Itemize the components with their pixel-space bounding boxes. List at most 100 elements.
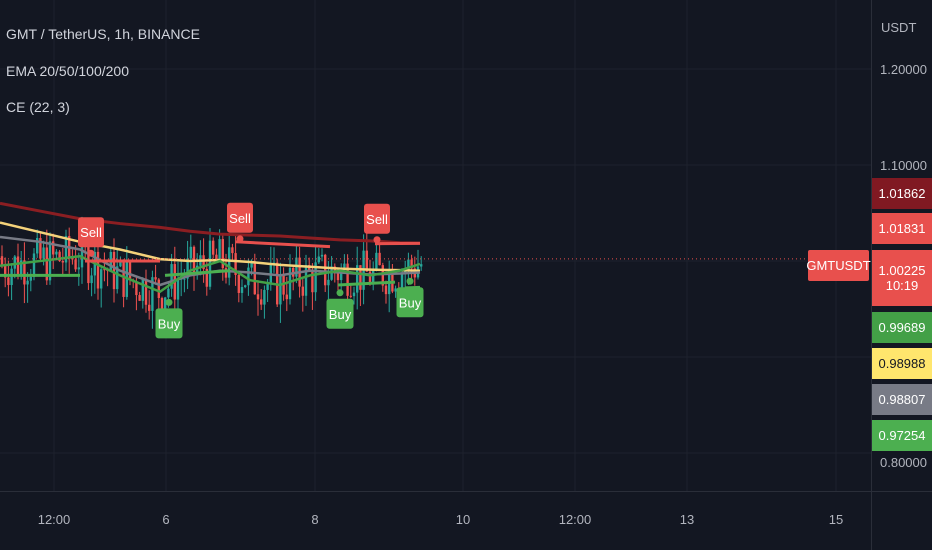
candle-body (36, 238, 39, 254)
ema-legend[interactable]: EMA 20/50/100/200 (6, 63, 129, 79)
candle-body (116, 266, 119, 290)
candle-body (29, 277, 32, 281)
candle-body (0, 256, 4, 267)
candle-body (250, 261, 253, 268)
candle-body (244, 285, 247, 288)
candle-body (400, 274, 404, 290)
time-tick: 15 (828, 512, 844, 527)
candle-body (183, 278, 186, 280)
candle-body (125, 262, 128, 297)
candle-body (4, 266, 7, 278)
candle-body (122, 259, 125, 297)
candle-body (317, 256, 320, 263)
candle-body (231, 247, 234, 254)
candle-body (128, 262, 132, 280)
ema-line (0, 254, 421, 294)
candle-body (410, 259, 413, 269)
time-tick: 8 (311, 512, 319, 527)
candle-body (288, 267, 292, 300)
candle-body (247, 267, 250, 286)
price-unit-label: USDT (881, 20, 917, 35)
candle-body (378, 252, 381, 266)
buy-signal-badge (396, 287, 424, 318)
candle-body (311, 270, 314, 293)
candle-body (327, 279, 330, 286)
candle-body (100, 269, 103, 289)
buy-signal-dot (406, 277, 414, 285)
buy-signal-badge (155, 308, 183, 339)
candle-body (407, 259, 410, 271)
sell-signal-dot (236, 235, 244, 243)
price-tick: 0.80000 (880, 455, 927, 470)
sell-signal-badge (364, 203, 390, 234)
chandelier-exit-line (235, 240, 331, 249)
candle-body (144, 278, 148, 305)
chandelier-exit-line (337, 280, 396, 287)
candle-body (394, 288, 397, 292)
candle-body (141, 278, 144, 301)
candle-body (333, 266, 336, 274)
candle-body (256, 294, 260, 300)
candle-body (218, 239, 221, 261)
sell-signal-label: Sell (366, 212, 388, 227)
ce-legend[interactable]: CE (22, 3) (6, 99, 70, 115)
candle-body (32, 253, 36, 278)
candle-body (20, 260, 23, 277)
candle-body (381, 265, 384, 286)
candle-body (26, 280, 29, 285)
candle-body (372, 268, 375, 285)
candle-body (55, 251, 58, 255)
candle-body (192, 246, 196, 273)
candle-body (384, 285, 388, 295)
candle-body (112, 251, 116, 290)
candle-body (260, 299, 263, 305)
candle-body (212, 240, 215, 255)
candle-body (253, 261, 256, 295)
candle-body (343, 263, 346, 268)
candle-body (279, 274, 282, 305)
time-tick: 12:00 (37, 512, 71, 527)
candle-body (221, 239, 224, 269)
candle-body (359, 265, 362, 290)
buy-signal-badge (326, 298, 354, 329)
buy-signal-label: Buy (399, 295, 422, 310)
sell-signal-dot (373, 236, 381, 244)
candle-body (52, 241, 55, 255)
candle-body (138, 295, 141, 301)
candle-body (135, 281, 138, 296)
candle-body (154, 277, 157, 280)
candle-body (237, 274, 240, 293)
price-chart[interactable]: Sell Buy Sell Buy Sell Buy (0, 0, 871, 491)
ema200-price-badge: 1.01862 (872, 178, 932, 209)
candle-body (42, 247, 45, 259)
symbol-price-label: GMTUSDT (806, 250, 871, 281)
candle-body (64, 236, 68, 263)
candle-body (234, 253, 237, 275)
buy-signal-label: Buy (158, 316, 181, 331)
candle-body (285, 294, 288, 300)
candle-body (23, 260, 26, 285)
candle-body (103, 269, 106, 271)
candle-body (240, 287, 244, 293)
time-tick: 10 (455, 512, 471, 527)
ema20-price-badge: 0.99689 (872, 312, 932, 343)
candle-body (365, 250, 368, 272)
symbol-legend[interactable]: GMT / TetherUS, 1h, BINANCE (6, 26, 200, 42)
price-tick: 1.20000 (880, 62, 927, 77)
ce-long-price-badge: 0.97254 (872, 420, 932, 451)
candle-body (160, 297, 164, 311)
candle-body (346, 263, 349, 296)
candle-body (119, 259, 122, 267)
candle-body (224, 268, 228, 278)
ema50-price-badge: 0.98807 (872, 384, 932, 415)
candle-body (375, 252, 378, 269)
candle-body (324, 254, 327, 286)
candle-body (336, 273, 340, 281)
candle-body (228, 247, 231, 278)
last-price-badge: 1.00225 10:19 (872, 250, 932, 306)
buy-signal-dot (336, 289, 344, 297)
time-tick: 12:00 (558, 512, 592, 527)
sell-signal-label: Sell (229, 211, 251, 226)
sell-signal-label: Sell (80, 225, 102, 240)
candle-body (356, 265, 359, 293)
